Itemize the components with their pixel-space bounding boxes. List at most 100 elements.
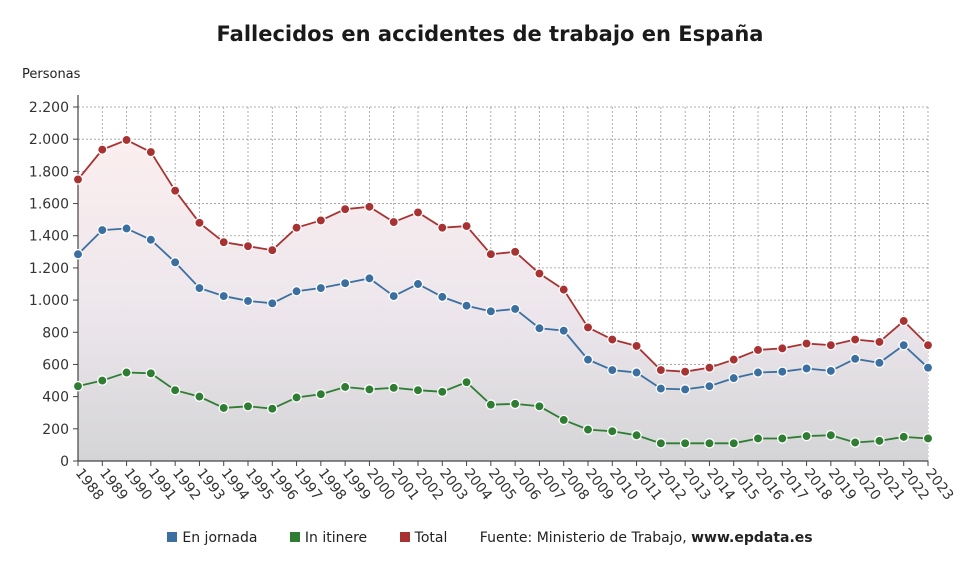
data-point-total bbox=[97, 144, 108, 155]
data-point-in-itinere bbox=[315, 388, 327, 400]
data-point-in-itinere bbox=[509, 398, 521, 410]
y-axis-label: Personas bbox=[22, 67, 81, 82]
data-point-in-itinere bbox=[825, 430, 837, 441]
y-tick-label: 800 bbox=[42, 325, 69, 341]
data-point-in-itinere bbox=[631, 430, 642, 441]
data-point-total bbox=[679, 366, 691, 377]
data-point-en-jornada bbox=[922, 362, 934, 373]
data-point-in-itinere bbox=[437, 386, 448, 398]
data-point-total bbox=[655, 364, 667, 376]
data-point-total bbox=[558, 284, 569, 295]
source-link[interactable]: www.epdata.es bbox=[691, 530, 813, 546]
y-tick-label: 1.600 bbox=[29, 197, 69, 213]
data-point-en-jornada bbox=[874, 357, 885, 369]
data-point-en-jornada bbox=[364, 273, 375, 284]
data-point-total bbox=[825, 339, 837, 351]
data-point-en-jornada bbox=[777, 366, 788, 377]
data-point-en-jornada bbox=[728, 372, 739, 384]
data-point-in-itinere bbox=[169, 384, 181, 396]
data-point-total bbox=[267, 244, 278, 256]
data-point-en-jornada bbox=[194, 282, 205, 294]
data-point-en-jornada bbox=[509, 303, 521, 315]
axes bbox=[73, 95, 929, 466]
data-point-total bbox=[922, 339, 934, 351]
data-point-en-jornada bbox=[97, 224, 108, 236]
data-point-in-itinere bbox=[655, 438, 667, 449]
data-point-total bbox=[874, 336, 885, 348]
data-point-in-itinere bbox=[72, 380, 84, 392]
data-point-total bbox=[412, 207, 424, 218]
data-point-total bbox=[145, 146, 157, 158]
y-tick-label: 2.000 bbox=[29, 132, 69, 148]
data-point-total bbox=[534, 268, 545, 279]
data-point-in-itinere bbox=[194, 391, 205, 402]
data-point-in-itinere bbox=[485, 399, 497, 410]
data-point-en-jornada bbox=[169, 257, 181, 268]
y-tick-label: 1.800 bbox=[29, 164, 69, 180]
data-point-in-itinere bbox=[412, 384, 424, 396]
data-point-en-jornada bbox=[534, 322, 545, 334]
data-point-in-itinere bbox=[558, 414, 569, 426]
data-point-in-itinere bbox=[922, 433, 934, 444]
y-tick-label: 0 bbox=[60, 454, 69, 470]
data-point-en-jornada bbox=[607, 364, 618, 376]
data-point-in-itinere bbox=[121, 367, 132, 378]
data-point-en-jornada bbox=[679, 384, 691, 395]
source-note: Fuente: Ministerio de Trabajo, www.epdat… bbox=[480, 530, 813, 546]
data-point-en-jornada bbox=[242, 295, 254, 307]
data-point-in-itinere bbox=[607, 425, 618, 437]
y-tick-label: 200 bbox=[42, 422, 69, 438]
data-point-total bbox=[339, 203, 351, 215]
source-text: Fuente: Ministerio de Trabajo, bbox=[479, 530, 692, 546]
legend-label: Total bbox=[414, 530, 448, 546]
data-point-total bbox=[194, 217, 205, 229]
data-point-en-jornada bbox=[898, 339, 909, 351]
data-point-in-itinere bbox=[339, 381, 351, 393]
area-fill bbox=[78, 139, 928, 462]
data-point-en-jornada bbox=[655, 383, 667, 394]
data-point-total bbox=[704, 362, 715, 373]
data-point-total bbox=[509, 246, 521, 258]
y-tick-label: 1.400 bbox=[29, 229, 69, 245]
data-point-in-itinere bbox=[218, 402, 229, 414]
data-point-total bbox=[728, 354, 739, 365]
legend-swatch bbox=[167, 532, 178, 542]
y-tick-label: 1.000 bbox=[29, 293, 69, 309]
data-point-in-itinere bbox=[777, 433, 788, 444]
data-point-en-jornada bbox=[437, 291, 448, 303]
chart-title: Fallecidos en accidentes de trabajo en E… bbox=[216, 22, 764, 46]
data-point-total bbox=[801, 338, 812, 349]
data-point-in-itinere bbox=[364, 384, 375, 395]
data-point-total bbox=[218, 236, 229, 248]
data-point-in-itinere bbox=[242, 401, 254, 412]
data-point-in-itinere bbox=[145, 368, 157, 379]
data-point-en-jornada bbox=[145, 234, 157, 245]
area-under-total bbox=[78, 139, 928, 462]
data-point-in-itinere bbox=[388, 382, 399, 394]
data-point-en-jornada bbox=[461, 300, 472, 311]
data-point-en-jornada bbox=[801, 363, 812, 374]
data-point-total bbox=[315, 215, 327, 226]
legend-swatch bbox=[399, 532, 410, 542]
data-point-en-jornada bbox=[412, 278, 424, 290]
data-point-en-jornada bbox=[752, 367, 764, 378]
data-point-en-jornada bbox=[291, 285, 302, 297]
data-point-en-jornada bbox=[631, 367, 642, 378]
data-point-total bbox=[752, 344, 764, 356]
legend-label: En jornada bbox=[182, 530, 258, 546]
legend-item-en-jornada: En jornada bbox=[167, 530, 257, 546]
data-point-total bbox=[582, 322, 594, 333]
data-point-in-itinere bbox=[267, 403, 278, 414]
data-point-en-jornada bbox=[825, 365, 837, 377]
data-point-total bbox=[631, 340, 642, 352]
y-tick-label: 600 bbox=[42, 357, 69, 373]
data-point-total bbox=[461, 220, 472, 232]
data-point-in-itinere bbox=[679, 438, 691, 449]
y-tick-label: 2.200 bbox=[29, 100, 69, 116]
data-point-total bbox=[242, 240, 254, 252]
data-point-in-itinere bbox=[801, 430, 812, 442]
data-point-en-jornada bbox=[704, 380, 715, 392]
data-point-en-jornada bbox=[267, 298, 278, 309]
y-tick-label: 400 bbox=[42, 390, 69, 406]
